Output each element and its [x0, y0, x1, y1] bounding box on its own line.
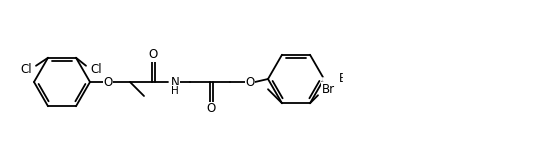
Text: H: H [171, 86, 179, 96]
Text: Br: Br [339, 73, 352, 85]
Text: Br: Br [322, 83, 335, 96]
Text: O: O [103, 76, 112, 88]
Text: N: N [170, 76, 180, 88]
Text: O: O [206, 103, 216, 115]
Text: Cl: Cl [20, 63, 32, 76]
Text: Cl: Cl [90, 63, 102, 76]
Text: O: O [149, 49, 158, 61]
Text: O: O [245, 76, 254, 88]
